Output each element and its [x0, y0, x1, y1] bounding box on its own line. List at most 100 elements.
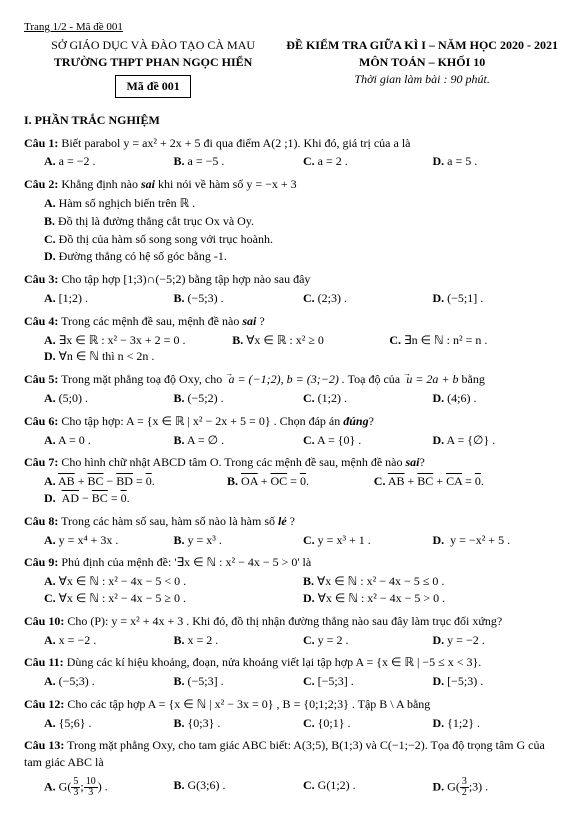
q6-opt-d: D. A = {∅} . — [433, 432, 563, 449]
question-9: Câu 9: Phủ định của mệnh đề: '∃x ∈ ℕ : x… — [24, 554, 562, 606]
q12-opt-c: C. {0;1} . — [303, 715, 433, 732]
q1-opt-d: D. a = 5 . — [433, 153, 563, 170]
q4-text: Trong các mệnh đề sau, mệnh đề nào — [61, 314, 242, 328]
q6-label: Câu 6: — [24, 414, 58, 428]
q12-opt-b: B. {0;3} . — [174, 715, 304, 732]
q12-options: A. {5;6} . B. {0;3} . C. {0;1} . D. {1;2… — [44, 715, 562, 732]
q8-text2: ? — [287, 514, 295, 528]
q4-label: Câu 4: — [24, 314, 58, 328]
q3-label: Câu 3: — [24, 272, 58, 286]
q11-opt-b: B. (−5;3] . — [174, 673, 304, 690]
q8-label: Câu 8: — [24, 514, 58, 528]
q3-options: A. [1;2) . B. (−5;3) . C. (2;3) . D. (−5… — [44, 290, 562, 307]
q4-opt-d: D. ∀n ∈ ℕ thì n < 2n . — [44, 348, 562, 365]
q7-sai: sai — [405, 455, 419, 469]
q5-vec-a: a = (−1;2), b = (3;−2) . — [225, 372, 345, 386]
q5-text: Trong mặt phẳng toạ độ Oxy, cho — [61, 372, 225, 386]
q8-opt-c: C. y = x³ + 1 . — [303, 532, 433, 549]
q11-opt-a: A. (−5;3) . — [44, 673, 174, 690]
header: SỞ GIÁO DỤC VÀ ĐÀO TẠO CÀ MAU TRƯỜNG THP… — [24, 37, 562, 97]
question-4: Câu 4: Trong các mệnh đề sau, mệnh đề nà… — [24, 313, 562, 365]
exam-code: Mã đề 001 — [115, 75, 190, 98]
q10-opt-d: D. y = −2 . — [433, 632, 563, 649]
header-left: SỞ GIÁO DỤC VÀ ĐÀO TẠO CÀ MAU TRƯỜNG THP… — [24, 37, 282, 97]
q9-options: A. ∀x ∈ ℕ : x² − 4x − 5 < 0 . B. ∀x ∈ ℕ … — [44, 573, 562, 607]
q1-opt-a: A. a = −2 . — [44, 153, 174, 170]
q10-opt-c: C. y = 2 . — [303, 632, 433, 649]
q7-opt-a: A. AB + BC − BD = 0. — [44, 473, 227, 490]
q10-options: A. x = −2 . B. x = 2 . C. y = 2 . D. y =… — [44, 632, 562, 649]
q8-options: A. y = x⁴ + 3x . B. y = x³ . C. y = x³ +… — [44, 532, 562, 549]
q1-opt-c: C. a = 2 . — [303, 153, 433, 170]
q3-opt-b: B. (−5;3) . — [174, 290, 304, 307]
q13-label: Câu 13: — [24, 738, 64, 752]
question-7: Câu 7: Cho hình chữ nhật ABCD tâm O. Tro… — [24, 454, 562, 506]
school-name: TRƯỜNG THPT PHAN NGỌC HIỂN — [24, 54, 282, 71]
q9-opt-c: C. ∀x ∈ ℕ : x² − 4x − 5 ≥ 0 . — [44, 590, 303, 607]
question-2: Câu 2: Khẳng định nào sai khi nói về hàm… — [24, 176, 562, 265]
question-12: Câu 12: Cho các tập hợp A = {x ∈ ℕ | x² … — [24, 696, 562, 732]
q4-opt-b: B. ∀x ∈ ℝ : x² ≥ 0 — [232, 332, 389, 349]
q8-opt-b: B. y = x³ . — [174, 532, 304, 549]
q13-opt-b: B. G(3;6) . — [174, 777, 304, 798]
q11-text: Dùng các kí hiệu khoảng, đoạn, nửa khoản… — [67, 655, 482, 669]
q9-opt-d: D. ∀x ∈ ℕ : x² − 4x − 5 > 0 . — [303, 590, 562, 607]
q5-vec-u: u = 2a + b — [403, 372, 458, 386]
q12-label: Câu 12: — [24, 697, 64, 711]
q6-text2: ? — [369, 414, 374, 428]
q8-opt-a: A. y = x⁴ + 3x . — [44, 532, 174, 549]
q5-options: A. (5;0) . B. (−5;2) . C. (1;2) . D. (4;… — [44, 390, 562, 407]
question-8: Câu 8: Trong các hàm số sau, hàm số nào … — [24, 513, 562, 549]
q5-label: Câu 5: — [24, 372, 58, 386]
q2-text2: khi nói về hàm số y = −x + 3 — [155, 177, 297, 191]
exam-subject: MÔN TOÁN – KHỐI 10 — [282, 54, 562, 71]
q5-opt-a: A. (5;0) . — [44, 390, 174, 407]
q2-opt-c: C. Đồ thị của hàm số song song với trục … — [44, 231, 562, 248]
q6-opt-c: C. A = {0} . — [303, 432, 433, 449]
q7-opt-d: D. AD − BC = 0. — [44, 490, 562, 507]
q5-text2: Toạ độ của — [348, 372, 403, 386]
q3-opt-d: D. (−5;1] . — [433, 290, 563, 307]
q1-opt-b: B. a = −5 . — [174, 153, 304, 170]
q13-opt-c: C. G(1;2) . — [303, 777, 433, 798]
page-info: Trang 1/2 - Mã đề 001 — [24, 20, 562, 35]
question-1: Câu 1: Biết parabol y = ax² + 2x + 5 đi … — [24, 135, 562, 171]
q2-opt-d: D. Đường thẳng có hệ số góc bằng -1. — [44, 248, 562, 265]
question-13: Câu 13: Trong mặt phẳng Oxy, cho tam giá… — [24, 737, 562, 798]
q7-text2: ? — [420, 455, 425, 469]
question-5: Câu 5: Trong mặt phẳng toạ độ Oxy, cho a… — [24, 371, 562, 407]
exam-time: Thời gian làm bài : 90 phút. — [282, 71, 562, 88]
q5-opt-c: C. (1;2) . — [303, 390, 433, 407]
dept-name: SỞ GIÁO DỤC VÀ ĐÀO TẠO CÀ MAU — [24, 37, 282, 54]
q12-text: Cho các tập hợp A = {x ∈ ℕ | x² − 3x = 0… — [67, 697, 430, 711]
q10-text: Cho (P): y = x² + 4x + 3 . Khi đó, đồ th… — [67, 614, 502, 628]
question-10: Câu 10: Cho (P): y = x² + 4x + 3 . Khi đ… — [24, 613, 562, 649]
q8-opt-d: D. y = −x² + 5 . — [433, 532, 563, 549]
q6-opt-b: B. A = ∅ . — [174, 432, 304, 449]
q2-opt-a: A. Hàm số nghịch biến trên ℝ . — [44, 195, 562, 212]
q7-opt-b: B. OA + OC = 0. — [227, 473, 374, 490]
q13-text: Trong mặt phẳng Oxy, cho tam giác ABC bi… — [24, 738, 545, 769]
q1-text: Biết parabol y = ax² + 2x + 5 đi qua điể… — [61, 136, 410, 150]
q11-label: Câu 11: — [24, 655, 64, 669]
q3-opt-c: C. (2;3) . — [303, 290, 433, 307]
q12-opt-d: D. {1;2} . — [433, 715, 563, 732]
q6-text: Cho tập hợp: A = {x ∈ ℝ | x² − 2x + 5 = … — [61, 414, 343, 428]
q2-text: Khẳng định nào — [61, 177, 141, 191]
q1-options: A. a = −2 . B. a = −5 . C. a = 2 . D. a … — [44, 153, 562, 170]
q7-label: Câu 7: — [24, 455, 58, 469]
q3-opt-a: A. [1;2) . — [44, 290, 174, 307]
q7-options: A. AB + BC − BD = 0. B. OA + OC = 0. C. … — [44, 473, 562, 507]
q8-le: lẻ — [278, 514, 287, 528]
section-title: I. PHẦN TRẮC NGHIỆM — [24, 112, 562, 129]
q12-opt-a: A. {5;6} . — [44, 715, 174, 732]
q3-text: Cho tập hợp [1;3)∩(−5;2) bằng tập hợp nà… — [61, 272, 310, 286]
q5-text3: bằng — [462, 372, 485, 386]
exam-title: ĐỀ KIỂM TRA GIỮA KÌ I – NĂM HỌC 2020 - 2… — [282, 37, 562, 54]
q11-opt-d: D. [−5;3) . — [433, 673, 563, 690]
q13-options: A. G(53;103) . B. G(3;6) . C. G(1;2) . D… — [44, 777, 562, 798]
q9-text: Phủ định của mệnh đề: '∃x ∈ ℕ : x² − 4x … — [61, 555, 311, 569]
q13-opt-a: A. G(53;103) . — [44, 777, 174, 798]
q11-opt-c: C. [−5;3] . — [303, 673, 433, 690]
q11-options: A. (−5;3) . B. (−5;3] . C. [−5;3] . D. [… — [44, 673, 562, 690]
